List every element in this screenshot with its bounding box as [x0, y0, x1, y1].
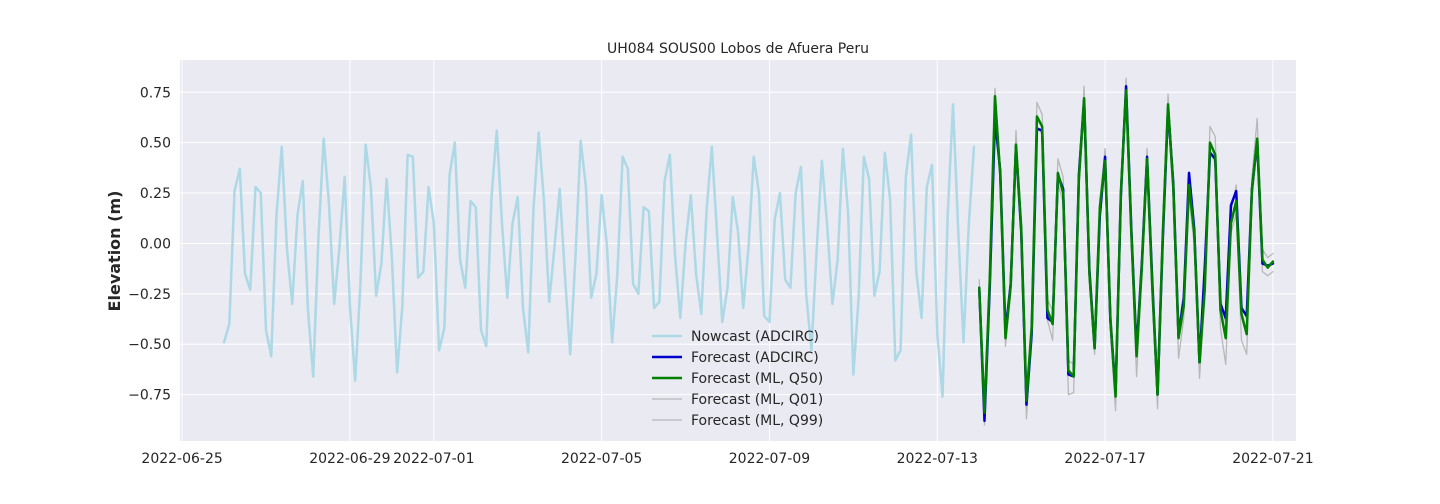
x-tick-labels: 2022-06-25 2022-06-29 2022-07-01 2022-07-05… [141, 451, 1313, 467]
legend-label-forecast-ml-q01: Forecast (ML, Q01) [691, 392, 823, 408]
plot-background [180, 60, 1296, 441]
y-tick-label: −0.25 [128, 287, 171, 303]
x-tick-label: 2022-07-09 [729, 451, 810, 467]
series-line-nowcast-adcirc [222, 103, 976, 398]
legend-label-forecast-ml-q99: Forecast (ML, Q99) [691, 413, 823, 429]
y-tick-labels: 0.75 0.50 0.25 0.00 −0.25 −0.50 −0.75 [128, 85, 171, 403]
x-tick-label: 2022-07-01 [393, 451, 474, 467]
series-line-forecast-ml-q50 [977, 88, 1275, 415]
y-tick-label: 0.25 [140, 186, 171, 202]
y-tick-label: −0.50 [128, 337, 171, 353]
legend-label-forecast-adcirc: Forecast (ADCIRC) [691, 350, 819, 366]
y-tick-label: 0.50 [140, 136, 171, 152]
x-tick-label: 2022-06-25 [141, 451, 222, 467]
legend: Nowcast (ADCIRC) Forecast (ADCIRC) Forecas… [652, 329, 823, 429]
x-tick-label: 2022-07-05 [561, 451, 642, 467]
x-tick-label: 2022-07-13 [897, 451, 978, 467]
x-tick-label: 2022-06-29 [309, 451, 390, 467]
x-tick-label: 2022-07-17 [1064, 451, 1145, 467]
y-axis-label: Elevation (m) [105, 191, 124, 312]
y-tick-label: 0.00 [140, 236, 171, 252]
legend-label-forecast-ml-q50: Forecast (ML, Q50) [691, 371, 823, 387]
y-tick-label: −0.75 [128, 388, 171, 404]
y-tick-label: 0.75 [140, 85, 171, 101]
series-layer [222, 77, 1275, 426]
legend-label-nowcast-adcirc: Nowcast (ADCIRC) [691, 329, 819, 345]
chart-title: UH084 SOUS00 Lobos de Afuera Peru [607, 41, 869, 57]
x-tick-label: 2022-07-21 [1232, 451, 1313, 467]
y-gridlines [180, 91, 1296, 396]
